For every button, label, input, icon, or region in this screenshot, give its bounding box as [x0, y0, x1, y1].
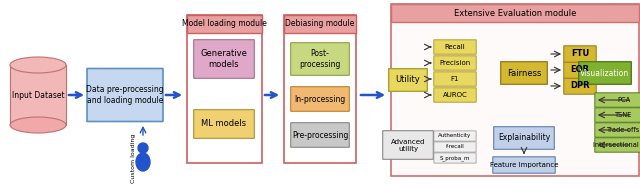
FancyBboxPatch shape — [194, 40, 254, 78]
Text: Generative
models: Generative models — [200, 49, 248, 69]
FancyBboxPatch shape — [291, 87, 349, 111]
Text: Feature Importance: Feature Importance — [490, 162, 558, 168]
Text: Post-
processing: Post- processing — [300, 49, 340, 69]
FancyBboxPatch shape — [291, 43, 349, 75]
Text: FTU: FTU — [571, 50, 589, 58]
FancyBboxPatch shape — [564, 46, 596, 62]
Bar — [10, 65, 66, 125]
Ellipse shape — [136, 153, 150, 171]
FancyBboxPatch shape — [434, 142, 476, 152]
FancyBboxPatch shape — [291, 123, 349, 147]
Text: Fairness: Fairness — [507, 68, 541, 78]
Ellipse shape — [138, 143, 148, 153]
Text: Precision: Precision — [440, 60, 470, 66]
Bar — [186, 15, 262, 163]
Text: PCA: PCA — [618, 97, 630, 103]
FancyBboxPatch shape — [383, 131, 433, 159]
FancyBboxPatch shape — [595, 93, 640, 107]
Text: Recall: Recall — [445, 44, 465, 50]
Text: Data pre-processing
and loading module: Data pre-processing and loading module — [86, 85, 164, 105]
Text: TSNE: TSNE — [616, 112, 632, 118]
FancyBboxPatch shape — [434, 56, 476, 70]
FancyBboxPatch shape — [87, 68, 163, 122]
Text: Intersectional bias: Intersectional bias — [593, 142, 640, 148]
FancyBboxPatch shape — [434, 153, 476, 163]
Text: f-recall: f-recall — [445, 144, 465, 149]
Text: ML models: ML models — [202, 120, 246, 129]
FancyBboxPatch shape — [595, 123, 640, 137]
FancyBboxPatch shape — [595, 108, 640, 122]
Ellipse shape — [10, 57, 66, 73]
Text: EOR: EOR — [570, 65, 589, 75]
Text: Model loading module: Model loading module — [182, 19, 266, 28]
Text: Custom loading: Custom loading — [131, 133, 136, 183]
Text: F1: F1 — [451, 76, 460, 82]
Bar — [186, 15, 262, 33]
Text: Authenticity: Authenticity — [438, 134, 472, 139]
Text: Input Dataset: Input Dataset — [12, 90, 64, 100]
Ellipse shape — [10, 117, 66, 133]
Bar — [284, 15, 356, 33]
Bar — [391, 4, 639, 22]
FancyBboxPatch shape — [434, 88, 476, 102]
Text: Explainability: Explainability — [498, 134, 550, 142]
FancyBboxPatch shape — [493, 157, 556, 173]
Text: Extensive Evaluation module: Extensive Evaluation module — [454, 9, 576, 18]
Bar — [391, 4, 639, 176]
Text: Utility: Utility — [396, 75, 420, 85]
Text: Pre-processing: Pre-processing — [292, 130, 348, 139]
Bar — [284, 15, 356, 163]
FancyBboxPatch shape — [493, 127, 554, 149]
FancyBboxPatch shape — [194, 110, 254, 138]
Text: Visualization: Visualization — [580, 68, 630, 78]
FancyBboxPatch shape — [564, 62, 596, 78]
FancyBboxPatch shape — [579, 62, 631, 84]
Text: In-processing: In-processing — [294, 95, 346, 103]
Text: Advanced
utility: Advanced utility — [391, 139, 425, 152]
FancyBboxPatch shape — [500, 62, 547, 84]
FancyBboxPatch shape — [434, 131, 476, 141]
Text: Trade-offs: Trade-offs — [607, 127, 640, 133]
Text: S_proba_m: S_proba_m — [440, 155, 470, 161]
FancyBboxPatch shape — [434, 72, 476, 86]
FancyBboxPatch shape — [388, 69, 428, 91]
FancyBboxPatch shape — [564, 78, 596, 94]
FancyBboxPatch shape — [595, 138, 640, 152]
FancyBboxPatch shape — [434, 40, 476, 54]
Text: AUROC: AUROC — [443, 92, 467, 98]
Text: DPR: DPR — [570, 82, 590, 90]
Text: Debiasing module: Debiasing module — [285, 19, 355, 28]
